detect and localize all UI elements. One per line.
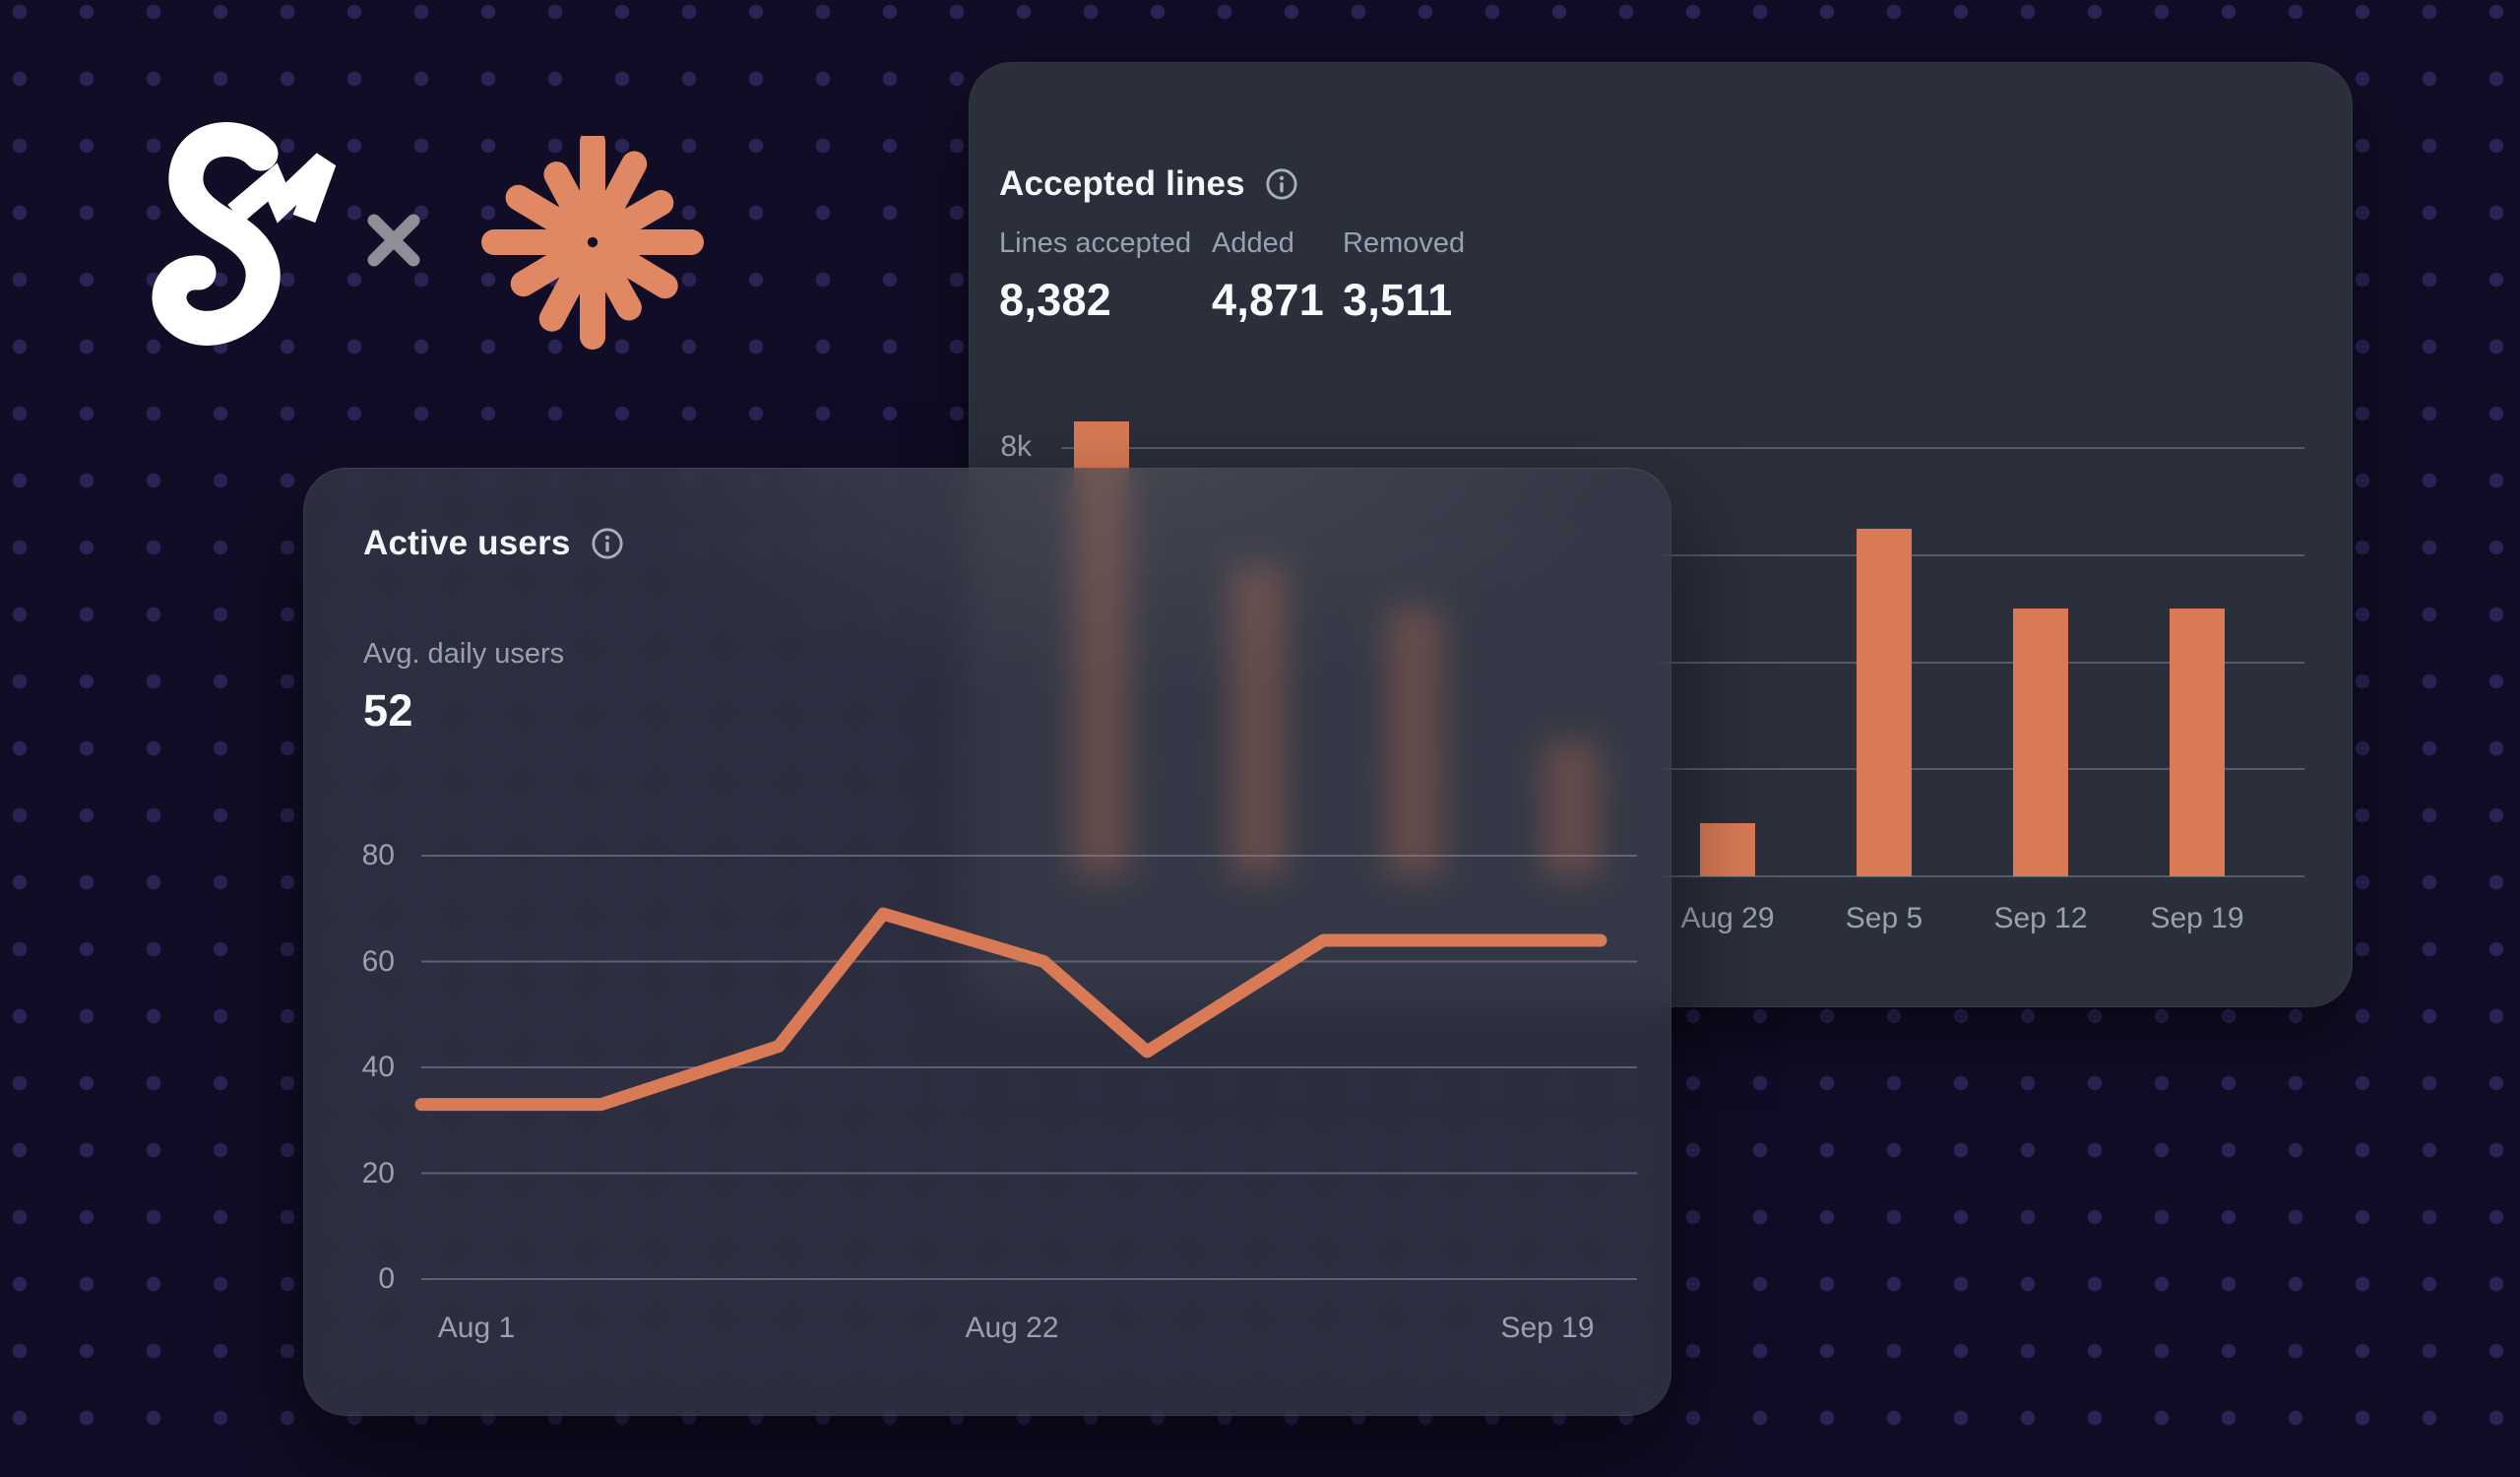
y-axis-tick-label: 80 — [361, 839, 395, 871]
x-axis-tick-label: Aug 1 — [437, 1312, 516, 1344]
gridline — [1061, 553, 2304, 556]
s-lightning-logo-icon — [152, 122, 337, 346]
stat-lines-accepted: Lines accepted 8,382 — [999, 227, 1192, 325]
active-users-stats: Avg. daily users 52 — [363, 638, 1052, 756]
active-users-trend-line — [414, 907, 1607, 1112]
active-users-title-row: Active users — [363, 526, 624, 561]
stat-added: Added 4,871 — [1212, 227, 1325, 325]
card-title: Accepted lines — [999, 164, 1245, 203]
accepted-lines-stats: Lines accepted 8,382 Added 4,871 Removed… — [999, 227, 2279, 346]
x-axis-tick-label: Aug 22 — [965, 1312, 1059, 1344]
x-axis-tick-label: Sep 19 — [1500, 1312, 1595, 1344]
x-axis-tick-label: Sep 19 — [2150, 902, 2244, 934]
gridline — [1061, 661, 2304, 664]
accepted-lines-title-row: Accepted lines — [999, 166, 1298, 202]
logo-row — [0, 0, 768, 414]
active-users-card: Active users Avg. daily users 52 80 60 40 2… — [303, 468, 1671, 1416]
bar-aug-29 — [1700, 822, 1755, 876]
x-axis-tick-label: Sep 12 — [1993, 902, 2088, 934]
active-users-line-svg — [414, 855, 1637, 1280]
y-axis-tick-label: 0 — [378, 1262, 395, 1295]
gridline — [1061, 447, 2304, 449]
multiply-icon — [367, 214, 420, 267]
stat-removed: Removed 3,511 — [1343, 227, 1466, 325]
bar-sep-12 — [2013, 609, 2068, 876]
y-axis-tick-label: 8k — [1000, 430, 1032, 463]
gridline — [1061, 875, 2304, 877]
gridline — [1061, 768, 2304, 771]
active-users-chart: 80 60 40 20 0 Aug 1 Aug 22 Sep 19 — [304, 469, 1670, 1415]
claude-starburst-icon — [481, 136, 704, 350]
x-axis-tick-label: Aug 29 — [1680, 902, 1775, 934]
bar-sep-5 — [1857, 528, 1912, 876]
y-axis-tick-label: 60 — [361, 944, 395, 978]
y-axis-tick-label: 40 — [361, 1051, 395, 1083]
x-axis-tick-label: Sep 5 — [1845, 902, 1923, 934]
info-icon[interactable] — [591, 527, 624, 560]
info-icon[interactable] — [1265, 167, 1298, 201]
y-axis-tick-label: 20 — [361, 1156, 395, 1189]
card-title: Active users — [363, 524, 571, 562]
stat-avg-daily-users: Avg. daily users 52 — [363, 638, 565, 736]
bar-sep-19 — [2170, 609, 2225, 876]
